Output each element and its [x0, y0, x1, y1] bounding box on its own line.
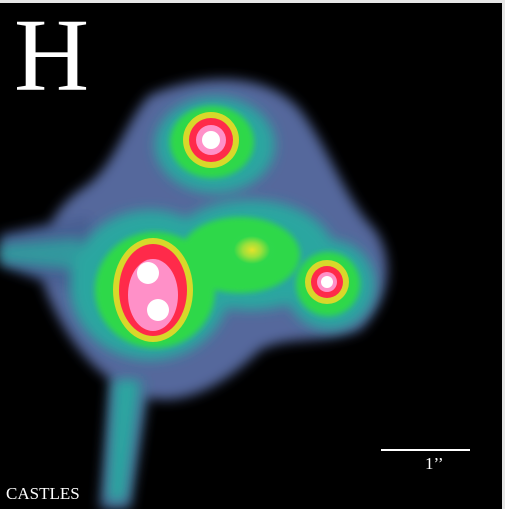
quasar-image-top [183, 112, 239, 168]
lens-galaxy [226, 230, 278, 270]
credit-label: CASTLES [6, 484, 80, 503]
scale-bar [381, 449, 470, 451]
quasar-image-pair-left [113, 238, 193, 342]
frame-border-right [502, 0, 505, 509]
quasar-image-right [305, 260, 349, 304]
frame-border-top [0, 0, 505, 3]
scale-label: 1’’ [425, 454, 444, 473]
band-label: H [14, 0, 90, 113]
